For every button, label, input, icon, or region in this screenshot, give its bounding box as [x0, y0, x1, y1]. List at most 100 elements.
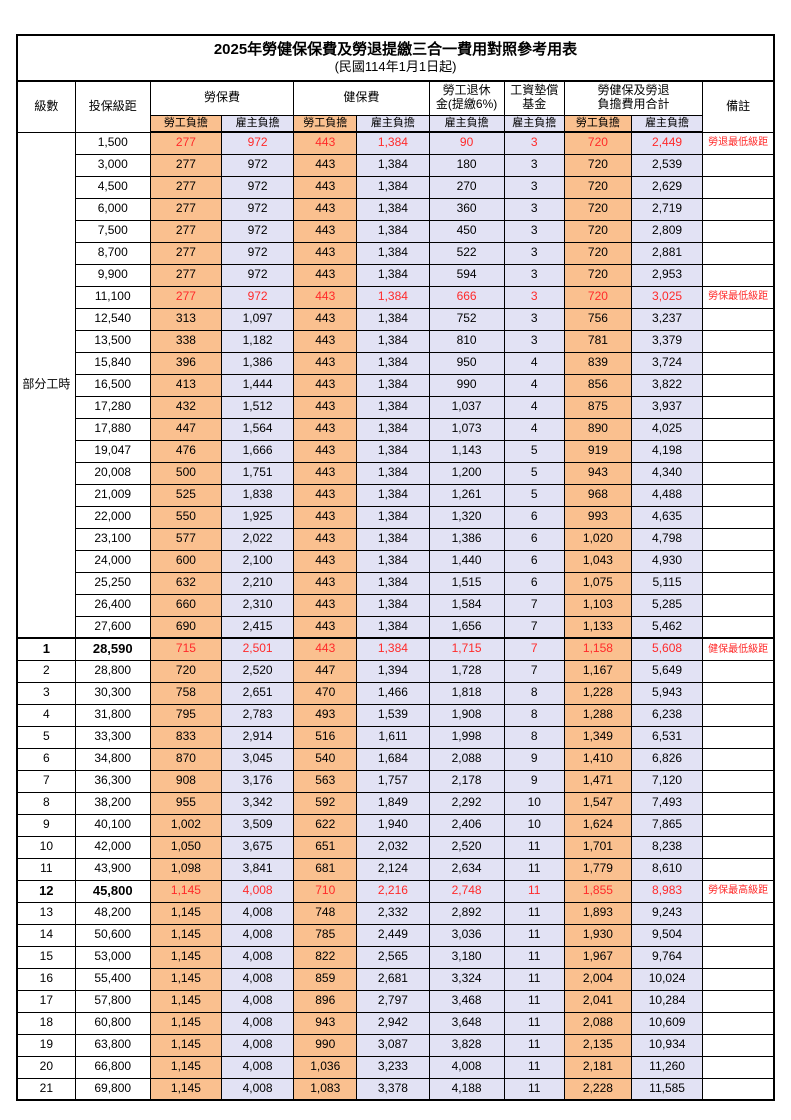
cell-health-employer: 1,539 — [356, 703, 430, 727]
cell-labor-employer: 1,666 — [220, 439, 295, 463]
cell-total-employer: 8,983 — [630, 879, 704, 903]
cell-fund-employer: 4 — [503, 417, 565, 441]
cell-labor-employer: 972 — [220, 285, 295, 309]
cell-labor-employee: 720 — [149, 659, 223, 683]
cell-pension-employer: 1,386 — [428, 527, 505, 551]
cell-total-employer: 5,285 — [630, 593, 704, 617]
cell-total-employer: 10,934 — [630, 1033, 704, 1057]
cell-total-employer: 6,238 — [630, 703, 704, 727]
cell-fund-employer: 6 — [503, 549, 565, 573]
cell-health-employee: 443 — [293, 285, 358, 309]
cell-total-employee: 1,158 — [563, 637, 632, 661]
cell-pension-employer: 2,292 — [428, 791, 505, 815]
table-row: 17 57,800 1,145 4,008 896 2,797 3,468 11 … — [16, 989, 775, 1013]
cell-total-employee: 1,075 — [563, 571, 632, 595]
cell-total-employee: 2,041 — [563, 989, 632, 1013]
cell-health-employee: 443 — [293, 615, 358, 639]
cell-remark — [702, 417, 775, 441]
cell-total-employer: 11,260 — [630, 1055, 704, 1079]
cell-pension-employer: 2,178 — [428, 769, 505, 793]
table-row: 15,840 396 1,386 443 1,384 950 4 839 3,7… — [17, 351, 775, 375]
cell-total-employee: 1,043 — [563, 549, 632, 573]
cell-remark — [702, 527, 775, 551]
cell-remark — [702, 769, 775, 793]
cell-fund-employer: 3 — [503, 307, 565, 331]
cell-total-employer: 9,764 — [630, 945, 704, 969]
cell-bracket: 23,100 — [74, 527, 151, 551]
cell-pension-employer: 4,188 — [428, 1077, 505, 1101]
cell-bracket: 28,800 — [74, 659, 151, 683]
cell-level: 8 — [16, 791, 76, 815]
table-row: 16 55,400 1,145 4,008 859 2,681 3,324 11 … — [16, 967, 775, 991]
cell-labor-employer: 1,097 — [220, 307, 295, 331]
table-row: 21 69,800 1,145 4,008 1,083 3,378 4,188 1… — [16, 1077, 775, 1101]
cell-bracket: 43,900 — [74, 857, 151, 881]
cell-total-employer: 6,826 — [630, 747, 704, 771]
cell-labor-employer: 1,444 — [220, 373, 295, 397]
cell-bracket: 31,800 — [74, 703, 151, 727]
cell-total-employee: 1,410 — [563, 747, 632, 771]
cell-pension-employer: 1,440 — [428, 549, 505, 573]
cell-labor-employee: 525 — [149, 483, 223, 507]
cell-total-employee: 720 — [563, 263, 632, 287]
cell-total-employee: 720 — [563, 153, 632, 177]
cell-labor-employer: 972 — [220, 153, 295, 177]
subheader-labor-employer: 雇主負擔 — [220, 114, 295, 133]
cell-health-employer: 1,384 — [356, 131, 430, 155]
cell-health-employer: 1,611 — [356, 725, 430, 749]
table-row: 5 33,300 833 2,914 516 1,611 1,998 8 1,34… — [16, 725, 775, 749]
cell-health-employee: 681 — [293, 857, 358, 881]
table-row: 20 66,800 1,145 4,008 1,036 3,233 4,008 1… — [16, 1055, 775, 1079]
cell-level: 2 — [16, 659, 76, 683]
cell-bracket: 15,840 — [74, 351, 151, 375]
cell-bracket: 27,600 — [74, 615, 151, 639]
cell-health-employer: 2,124 — [356, 857, 430, 881]
table-row: 1 28,590 715 2,501 443 1,384 1,715 7 1,15… — [16, 637, 775, 661]
cell-labor-employee: 1,050 — [149, 835, 223, 859]
cell-bracket: 6,000 — [74, 197, 151, 221]
cell-total-employee: 1,547 — [563, 791, 632, 815]
table-row: 19 63,800 1,145 4,008 990 3,087 3,828 11 … — [16, 1033, 775, 1057]
cell-remark — [702, 703, 775, 727]
cell-total-employee: 1,020 — [563, 527, 632, 551]
cell-remark — [702, 483, 775, 507]
cell-fund-employer: 9 — [503, 747, 565, 771]
cell-health-employer: 3,378 — [356, 1077, 430, 1101]
cell-labor-employee: 476 — [149, 439, 223, 463]
cell-total-employee: 781 — [563, 329, 632, 353]
cell-fund-employer: 6 — [503, 505, 565, 529]
cell-labor-employee: 413 — [149, 373, 223, 397]
cell-fund-employer: 5 — [503, 483, 565, 507]
cell-labor-employer: 4,008 — [220, 879, 295, 903]
cell-pension-employer: 666 — [428, 285, 505, 309]
cell-bracket: 45,800 — [74, 879, 151, 903]
table-row: 7 36,300 908 3,176 563 1,757 2,178 9 1,47… — [16, 769, 775, 793]
cell-health-employee: 622 — [293, 813, 358, 837]
cell-labor-employee: 1,145 — [149, 1077, 223, 1101]
cell-bracket: 1,500 — [74, 131, 151, 155]
cell-total-employer: 3,025 — [630, 285, 704, 309]
cell-bracket: 66,800 — [74, 1055, 151, 1079]
cell-fund-employer: 11 — [503, 1011, 565, 1035]
cell-health-employee: 443 — [293, 307, 358, 331]
cell-pension-employer: 1,584 — [428, 593, 505, 617]
cell-labor-employer: 4,008 — [220, 1077, 295, 1101]
cell-labor-employee: 660 — [149, 593, 223, 617]
cell-health-employer: 1,384 — [356, 329, 430, 353]
cell-labor-employer: 3,841 — [220, 857, 295, 881]
cell-pension-employer: 990 — [428, 373, 505, 397]
cell-bracket: 53,000 — [74, 945, 151, 969]
cell-health-employer: 2,797 — [356, 989, 430, 1013]
cell-pension-employer: 360 — [428, 197, 505, 221]
cell-pension-employer: 2,748 — [428, 879, 505, 903]
cell-labor-employer: 972 — [220, 263, 295, 287]
cell-labor-employer: 3,675 — [220, 835, 295, 859]
cell-total-employee: 2,181 — [563, 1055, 632, 1079]
cell-health-employer: 1,466 — [356, 681, 430, 705]
cell-health-employee: 470 — [293, 681, 358, 705]
cell-remark — [702, 1033, 775, 1057]
cell-labor-employee: 277 — [149, 131, 223, 155]
cell-remark — [702, 351, 775, 375]
cell-level: 20 — [16, 1055, 76, 1079]
cell-labor-employer: 2,651 — [220, 681, 295, 705]
